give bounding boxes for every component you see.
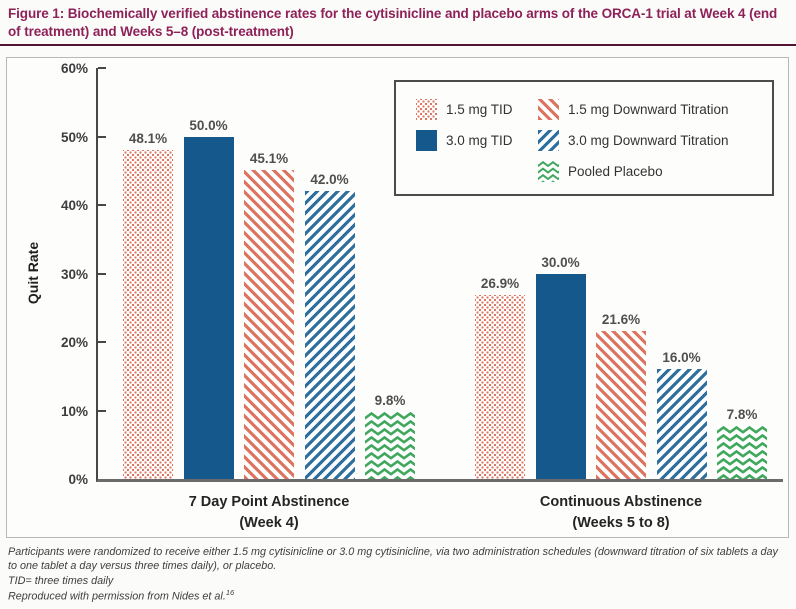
bar-value-label: 50.0% (189, 117, 228, 133)
y-axis-tick (98, 67, 106, 69)
legend-swatch-icon (416, 99, 437, 120)
chart-bar: 45.1% (244, 151, 294, 479)
legend-label: Pooled Placebo (568, 164, 663, 179)
y-axis-tick (98, 204, 106, 207)
bar-value-label: 42.0% (310, 172, 349, 188)
y-axis-tick (98, 135, 106, 138)
y-axis-tick (98, 409, 106, 412)
bar-value-label: 9.8% (374, 392, 406, 408)
footnote-tid-definition: TID= three times daily (8, 574, 114, 587)
chevron-pattern (365, 411, 415, 479)
bar-value-label: 48.1% (128, 130, 168, 146)
figure-title: Figure 1: Biochemically verified abstine… (8, 6, 778, 39)
y-axis-tick-label: 10% (60, 403, 88, 419)
legend-item: 3.0 mg Downward Titration (538, 130, 772, 151)
bar-value-label: 21.6% (601, 312, 641, 328)
chevron-pattern (538, 161, 559, 182)
chart-panel: Quit Rate 0% 10% 20% 30% 40% 50% 60% 48.1% 50.0%… (6, 57, 789, 538)
chevron-pattern (717, 425, 767, 479)
title-divider (0, 44, 796, 46)
chart-bar: 21.6% (596, 312, 646, 479)
bar-value-label: 26.9% (480, 275, 520, 291)
chart-bar: 48.1% (123, 131, 173, 479)
footnote-reference-number: 16 (225, 588, 235, 598)
legend-swatch-icon (538, 130, 559, 151)
legend: 1.5 mg TID 3.0 mg TID 1.5 mg Downward Titr… (394, 80, 774, 196)
footnote-randomization: Participants were randomized to receive … (8, 546, 778, 573)
bar-value-label: 7.8% (726, 406, 758, 422)
legend-label: 1.5 mg Downward Titration (568, 102, 729, 117)
y-axis-tick (98, 341, 106, 344)
footnote-source: Reproduced with permission from Nides et… (8, 588, 235, 603)
figure-footnotes: Participants were randomized to receive … (8, 545, 788, 604)
chart-bar: 9.8% (365, 393, 415, 479)
legend-item: Pooled Placebo (538, 161, 772, 182)
chart-bar: 50.0% (183, 118, 234, 479)
x-axis-category-label: 7 Day Point Abstinence (Week 4) (188, 494, 350, 532)
y-axis-tick-label: 60% (60, 61, 88, 76)
chart-bar: 26.9% (475, 276, 525, 479)
legend-swatch-icon (538, 99, 559, 120)
legend-label: 3.0 mg TID (446, 133, 513, 148)
y-axis-tick-label: 40% (60, 198, 88, 214)
chart-bar: 30.0% (535, 255, 586, 479)
chart-bar: 16.0% (656, 350, 707, 479)
bar-value-label: 45.1% (249, 151, 289, 167)
plot-area: 0% 10% 20% 30% 40% 50% 60% 48.1% 50.0% 45.1% 42.0%… (61, 61, 783, 531)
legend-label: 3.0 mg Downward Titration (568, 133, 729, 148)
y-axis-tick-label: 0% (68, 472, 88, 487)
bar-value-label: 30.0% (541, 254, 580, 270)
legend-item: 1.5 mg Downward Titration (538, 99, 772, 120)
chart-bar: 42.0% (304, 172, 355, 479)
y-axis-tick-label: 30% (60, 266, 88, 282)
legend-label: 1.5 mg TID (446, 102, 513, 117)
y-axis-tick-label: 20% (60, 335, 88, 351)
bar-group: 48.1% 50.0% 45.1% 42.0% 9.8% 7 Day Point Abst… (123, 68, 415, 531)
y-axis-tick (98, 272, 106, 275)
y-axis-tick-label: 50% (60, 129, 88, 145)
legend-item: 1.5 mg TID (416, 99, 538, 120)
legend-item: 3.0 mg TID (416, 130, 538, 151)
legend-swatch-icon (416, 130, 437, 151)
chart-bar: 7.8% (717, 407, 767, 479)
bar-group: 26.9% 30.0% 21.6% 16.0% 7.8% Continuous Absti… (475, 68, 767, 531)
x-axis-category-label: Continuous Abstinence (Weeks 5 to 8) (539, 494, 703, 532)
y-axis-title: Quit Rate (25, 241, 41, 305)
bar-value-label: 16.0% (662, 350, 701, 366)
legend-swatch-icon (538, 161, 559, 182)
